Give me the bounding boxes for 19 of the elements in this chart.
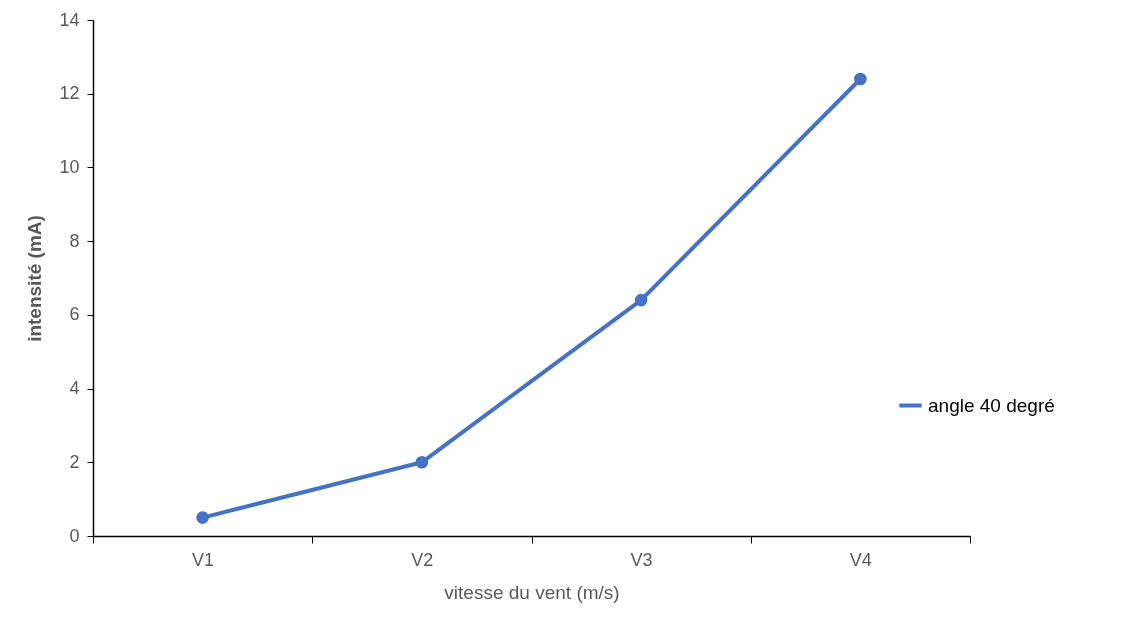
y-tick-label: 14 [59, 9, 80, 30]
point [634, 293, 648, 307]
point [854, 72, 867, 86]
y-tick-label: 2 [69, 451, 80, 472]
y-tick-label: 10 [59, 156, 80, 177]
x-axis-title: vitesse du vent (m/s) [444, 581, 620, 603]
point [415, 455, 429, 469]
y-tick-label: 4 [69, 378, 80, 399]
y-tick-label: 12 [59, 83, 80, 104]
y-tick-label: 8 [69, 230, 80, 251]
y-tick-label: 6 [69, 304, 80, 325]
y-axis-title: intensité (mA) [24, 215, 46, 342]
point [196, 511, 209, 524]
x-tick-label: V2 [411, 549, 434, 570]
y-tick-label: 0 [69, 525, 80, 546]
x-tick-label: V1 [192, 549, 215, 570]
x-tick-label: V3 [630, 549, 653, 570]
legend-label: angle 40 degré [928, 394, 1055, 416]
x-tick-label: V4 [849, 549, 872, 570]
